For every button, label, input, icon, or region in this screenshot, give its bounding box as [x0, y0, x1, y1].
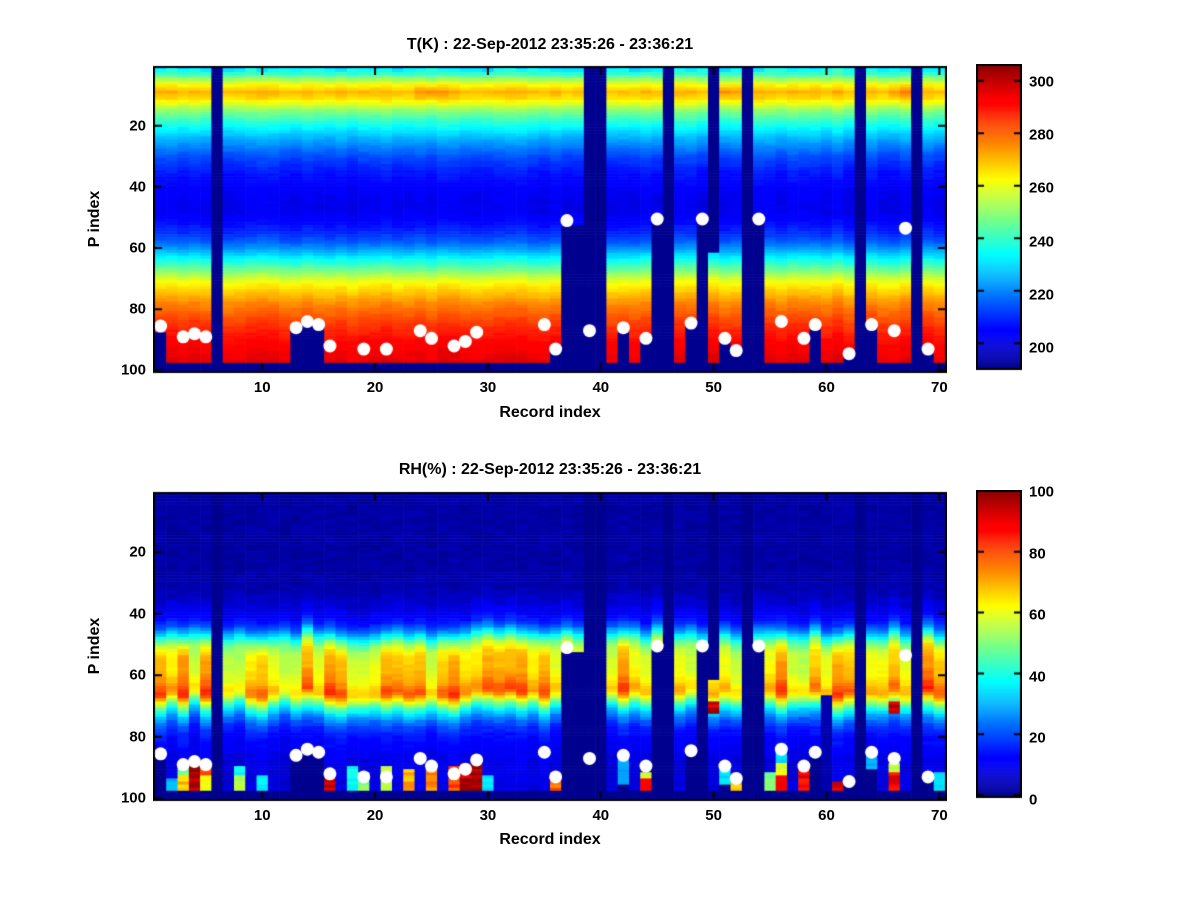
- colorbar-tick-label: 80: [1029, 545, 1046, 563]
- y-tick-label: 40: [129, 605, 146, 623]
- x-tick-label: 10: [253, 807, 271, 824]
- colorbar-tick-label: 240: [1029, 233, 1055, 251]
- temperature-y-axis-label: P index: [86, 190, 103, 248]
- x-tick-label: 60: [818, 379, 835, 396]
- y-tick-label: 100: [120, 361, 146, 379]
- y-tick-label: 20: [129, 117, 146, 135]
- colorbar-tick-label: 100: [1029, 483, 1055, 501]
- x-tick-label: 10: [253, 379, 271, 396]
- humidity-x-axis-label: Record index: [499, 831, 601, 848]
- y-tick-label: 80: [129, 300, 146, 318]
- colorbar-tick-label: 260: [1029, 179, 1055, 197]
- y-tick-label: 40: [129, 178, 146, 196]
- x-tick-label: 60: [818, 807, 835, 824]
- x-tick-label: 30: [479, 379, 497, 396]
- colorbar-tick-label: 0: [1029, 791, 1038, 809]
- colorbar-tick-label: 300: [1029, 73, 1055, 91]
- x-tick-label: 20: [366, 807, 384, 824]
- colorbar-tick-label: 60: [1029, 606, 1046, 624]
- temperature-plot-title: T(K) : 22-Sep-2012 23:35:26 - 23:36:21: [406, 36, 694, 53]
- humidity-colorbar: [976, 490, 1022, 802]
- y-tick-label: 60: [129, 666, 146, 684]
- colorbar-tick-label: 200: [1029, 339, 1055, 357]
- temperature-colorbar: [976, 64, 1022, 374]
- y-tick-label: 80: [129, 728, 146, 746]
- y-tick-label: 60: [129, 239, 146, 257]
- temperature-heatmap-canvas: [153, 64, 947, 374]
- temperature-x-axis-label: Record index: [499, 404, 601, 421]
- colorbar-tick-label: 40: [1029, 668, 1046, 686]
- x-tick-label: 70: [931, 379, 948, 396]
- humidity-heatmap-canvas: [153, 490, 947, 802]
- colorbar-tick-label: 280: [1029, 126, 1055, 144]
- colorbar-tick-label: 220: [1029, 286, 1055, 304]
- x-tick-label: 20: [366, 379, 384, 396]
- humidity-y-axis-label: P index: [86, 617, 103, 675]
- x-tick-label: 40: [592, 807, 610, 824]
- x-tick-label: 50: [705, 807, 722, 824]
- x-tick-label: 40: [592, 379, 610, 396]
- x-tick-label: 70: [931, 807, 948, 824]
- humidity-plot-title: RH(%) : 22-Sep-2012 23:35:26 - 23:36:21: [398, 461, 702, 478]
- x-tick-label: 50: [705, 379, 722, 396]
- colorbar-tick-label: 20: [1029, 729, 1046, 747]
- x-tick-label: 30: [479, 807, 497, 824]
- y-tick-label: 100: [120, 789, 146, 807]
- y-tick-label: 20: [129, 543, 146, 561]
